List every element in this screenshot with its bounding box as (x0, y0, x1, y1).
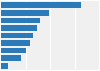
Bar (1, 10, 49, 16)
Bar (1, 48, 26, 53)
Bar (1, 18, 40, 23)
Bar (1, 33, 34, 38)
Bar (1, 63, 8, 69)
Bar (1, 25, 36, 31)
Bar (1, 2, 81, 8)
Bar (1, 40, 30, 46)
Bar (1, 55, 21, 61)
